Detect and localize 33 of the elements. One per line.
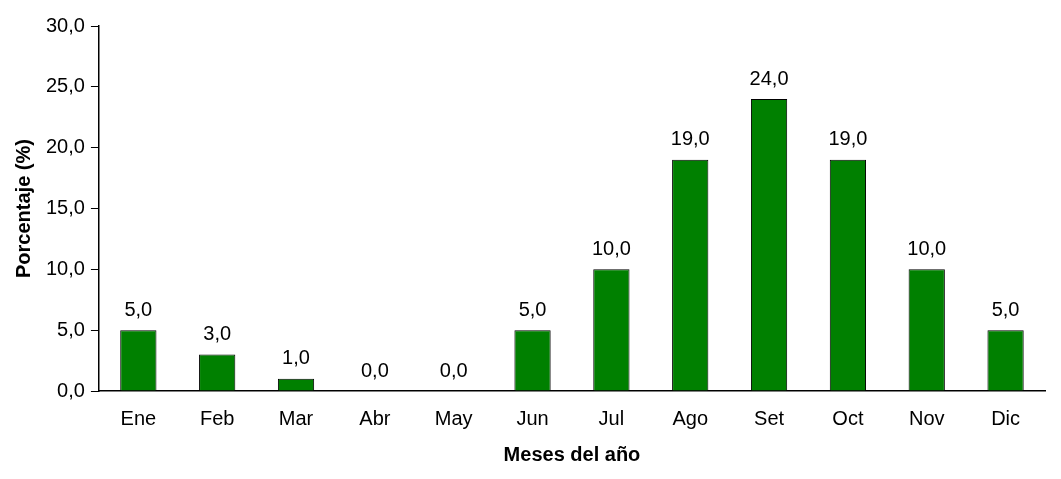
data-label: 10,0 [591,236,631,259]
x-tick-label: May [434,406,473,429]
x-tick-label: Abr [359,406,391,429]
x-tick-label: Dic [991,406,1021,429]
x-tick-label: Nov [908,406,945,429]
x-tick-label: Jul [598,406,625,429]
y-tick-label: 0,0 [57,378,85,401]
data-label: 0,0 [360,358,389,381]
data-label: 19,0 [670,127,710,150]
x-tick-label: Set [754,406,785,429]
data-label: 5,0 [124,297,153,320]
x-tick-label: Oct [832,406,864,429]
y-tick-label: 25,0 [45,74,85,97]
data-label: 0,0 [439,358,468,381]
y-tick-label: 15,0 [45,196,85,219]
y-tick-label: 20,0 [45,135,85,158]
x-axis-title: Meses del año [503,442,641,465]
y-tick-label: 30,0 [45,13,85,36]
x-tick-label: Ago [672,406,709,429]
data-label: 10,0 [907,236,947,259]
data-label: 5,0 [991,297,1020,320]
y-axis-title: Porcentaje (%) [11,139,34,278]
data-label: 5,0 [518,297,547,320]
x-tick-label: Jun [516,406,549,429]
y-tick-label: 10,0 [45,256,85,279]
data-label: 1,0 [282,346,310,369]
y-tick-label: 5,0 [57,317,85,340]
x-tick-label: Mar [278,406,314,429]
data-label: 3,0 [203,322,232,345]
data-label: 24,0 [749,66,789,89]
x-tick-label: Ene [120,406,157,429]
x-tick-label: Feb [199,406,235,429]
data-label: 19,0 [828,127,868,150]
